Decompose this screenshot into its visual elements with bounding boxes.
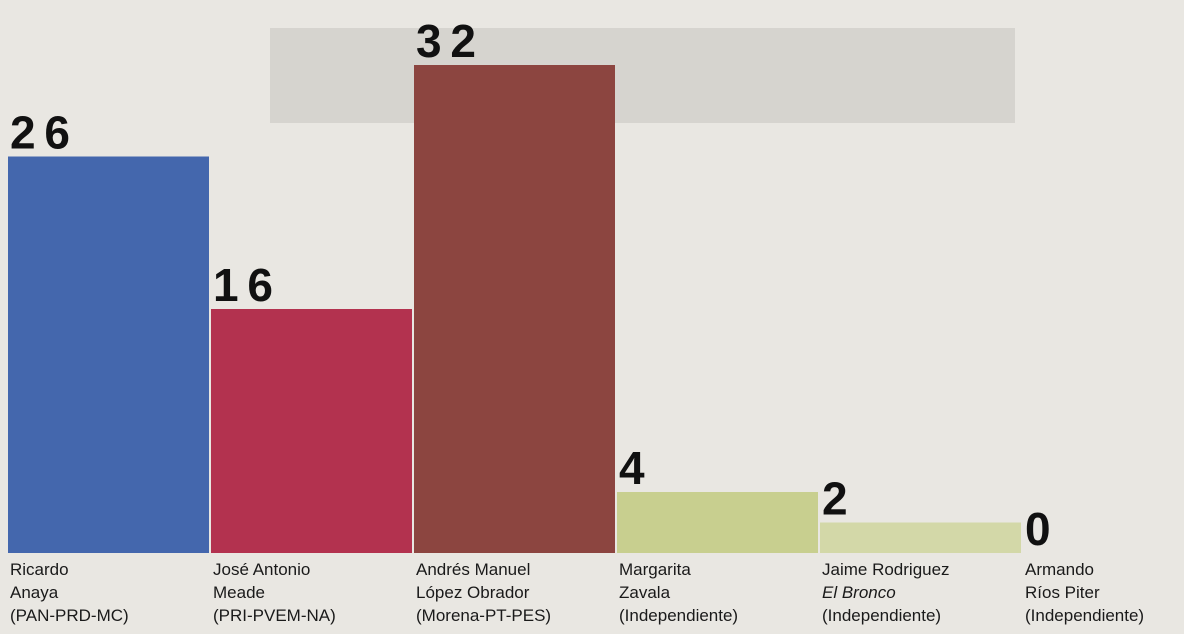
bar xyxy=(414,65,615,553)
bar xyxy=(820,522,1021,553)
x-tick-label: (Independiente) xyxy=(1025,606,1144,625)
x-tick-label: Ríos Piter xyxy=(1025,583,1100,602)
x-tick-label: Jaime Rodriguez xyxy=(822,560,950,579)
x-tick-label: Margarita xyxy=(619,560,691,579)
x-tick-label: Ricardo xyxy=(10,560,69,579)
background-print xyxy=(270,28,1015,123)
x-tick-label: José Antonio xyxy=(213,560,310,579)
x-tick-label: (Morena-PT-PES) xyxy=(416,606,551,625)
bar xyxy=(211,309,412,553)
value-label: 0 xyxy=(1025,503,1051,555)
value-label: 2 xyxy=(822,473,848,525)
x-tick-label: López Obrador xyxy=(416,583,530,602)
bar xyxy=(8,156,209,553)
x-tick-label: (Independiente) xyxy=(619,606,738,625)
value-label: 4 xyxy=(619,442,645,494)
x-tick-label: Armando xyxy=(1025,560,1094,579)
x-tick-label: Anaya xyxy=(10,583,59,602)
x-tick-label: (Independiente) xyxy=(822,606,941,625)
x-tick-label: (PRI-PVEM-NA) xyxy=(213,606,336,625)
x-tick-label: El Bronco xyxy=(822,583,896,602)
bar xyxy=(617,492,818,553)
x-tick-label: Zavala xyxy=(619,583,671,602)
x-tick-label: Andrés Manuel xyxy=(416,560,530,579)
x-tick-label: (PAN-PRD-MC) xyxy=(10,606,129,625)
x-tick-label: Meade xyxy=(213,583,265,602)
